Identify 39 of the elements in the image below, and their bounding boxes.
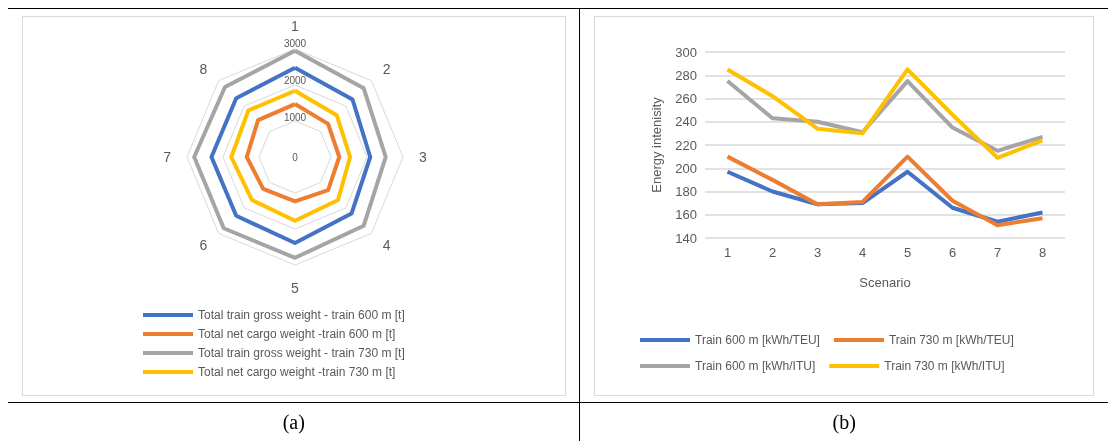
x-tick-label: 4 — [859, 244, 867, 260]
x-tick-label: 7 — [994, 244, 1002, 260]
x-tick-label: 2 — [769, 244, 777, 260]
y-axis-title: Energy intenisity — [649, 96, 665, 193]
legend-label: Train 600 m [kWh/TEU] — [695, 332, 821, 347]
x-tick-label: 8 — [1039, 244, 1047, 260]
y-tick-label: 220 — [675, 137, 698, 152]
text: (a) — [282, 410, 305, 434]
y-tick-label: 300 — [675, 44, 698, 59]
legend-label: Total net cargo weight -train 730 m [t] — [197, 364, 396, 379]
legend-label: Train 730 m [kWh/TEU] — [889, 332, 1015, 347]
spoke-label: 1 — [290, 17, 299, 34]
legend-label: Train 730 m [kWh/ITU] — [884, 358, 1005, 373]
y-tick-label: 3000 — [283, 37, 307, 48]
spoke-label: 8 — [199, 60, 208, 77]
y-tick-label: 200 — [675, 160, 698, 176]
legend-label: Total train gross weight - train 600 m [t] — [197, 307, 405, 322]
x-tick-label: 6 — [949, 244, 957, 260]
y-tick-label: 260 — [675, 90, 698, 106]
spoke-label: 3 — [418, 148, 427, 165]
x-tick-label: 1 — [724, 244, 732, 260]
spoke-label: 7 — [162, 148, 171, 165]
spoke-label: 5 — [290, 279, 299, 296]
y-tick-label: 0 — [291, 151, 298, 162]
legend-label: Train 600 m [kWh/ITU] — [695, 358, 816, 373]
x-tick-label: 3 — [814, 244, 822, 260]
text: (b) — [832, 410, 856, 434]
y-tick-label: 2000 — [283, 74, 307, 86]
y-tick-label: 1000 — [283, 111, 307, 123]
spoke-label: 2 — [382, 60, 391, 77]
y-tick-label: 160 — [675, 206, 698, 222]
x-tick-label: 5 — [904, 244, 912, 260]
legend-label: Total train gross weight - train 730 m [t] — [197, 345, 405, 360]
y-tick-label: 180 — [675, 183, 698, 199]
y-tick-label: 140 — [675, 230, 698, 245]
legend-label: Total net cargo weight -train 600 m [t] — [197, 326, 396, 341]
x-axis-title: Scenario — [859, 274, 911, 290]
y-tick-label: 280 — [675, 67, 698, 83]
y-tick-label: 240 — [675, 113, 698, 129]
